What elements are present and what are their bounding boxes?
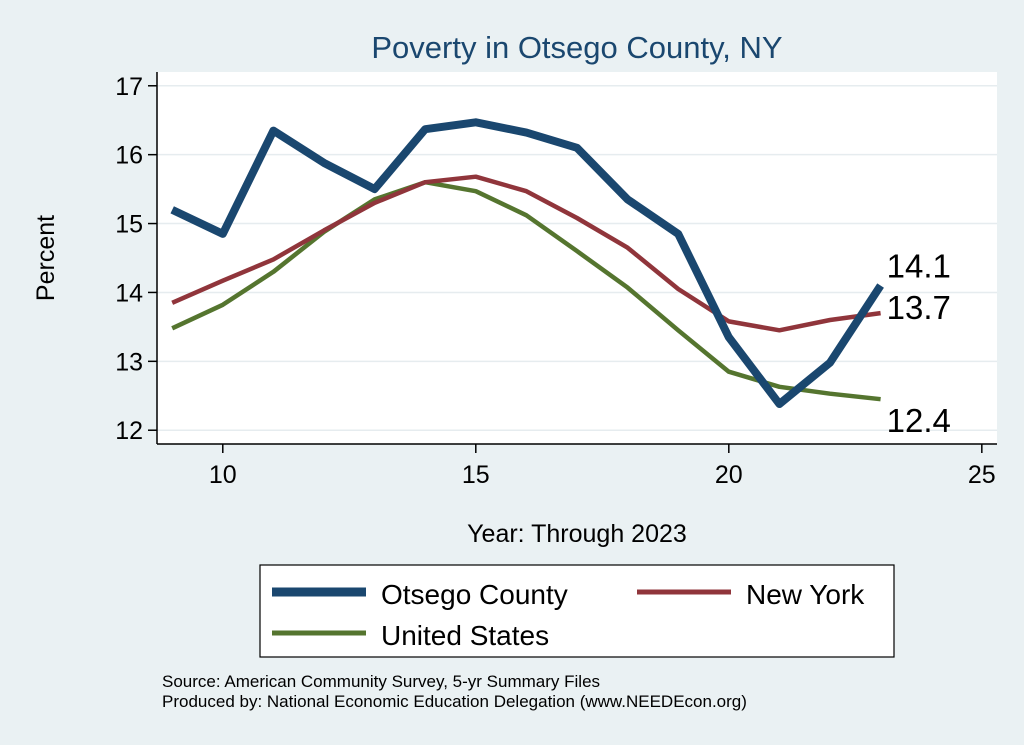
source-note: Source: American Community Survey, 5-yr … xyxy=(162,672,601,691)
x-axis-title: Year: Through 2023 xyxy=(467,520,687,548)
y-tick-label: 13 xyxy=(115,348,143,376)
x-tick-label: 20 xyxy=(715,461,743,489)
y-tick-label: 15 xyxy=(115,211,143,239)
chart-title: Poverty in Otsego County, NY xyxy=(371,30,782,65)
gridlines xyxy=(157,85,997,431)
producer-note: Produced by: National Economic Education… xyxy=(162,692,747,711)
end-label-otsego-county: 14.1 xyxy=(887,248,951,285)
end-labels: 14.1 13.7 12.4 xyxy=(887,248,951,440)
y-tick-label: 14 xyxy=(115,279,143,307)
x-tick-label: 15 xyxy=(462,461,490,489)
x-tick-label: 25 xyxy=(968,461,996,489)
legend: Otsego County New York United States xyxy=(259,564,895,658)
y-axis-title: Percent xyxy=(32,215,60,301)
legend-label: New York xyxy=(746,579,865,610)
axes: 12 13 14 15 16 17 10 15 20 25 xyxy=(115,72,997,489)
series-lines xyxy=(170,118,884,408)
x-tick-label: 10 xyxy=(209,461,237,489)
end-label-united-states: 12.4 xyxy=(887,402,951,439)
series-line-new-york xyxy=(171,174,881,333)
legend-label: United States xyxy=(381,620,549,651)
plot-area xyxy=(157,72,997,444)
end-label-new-york: 13.7 xyxy=(887,289,951,326)
legend-box xyxy=(259,564,895,658)
series-line-otsego-county xyxy=(170,118,884,408)
legend-label: Otsego County xyxy=(381,579,568,610)
y-tick-label: 16 xyxy=(115,142,143,170)
y-tick-label: 17 xyxy=(115,73,143,101)
y-tick-label: 12 xyxy=(115,417,143,445)
